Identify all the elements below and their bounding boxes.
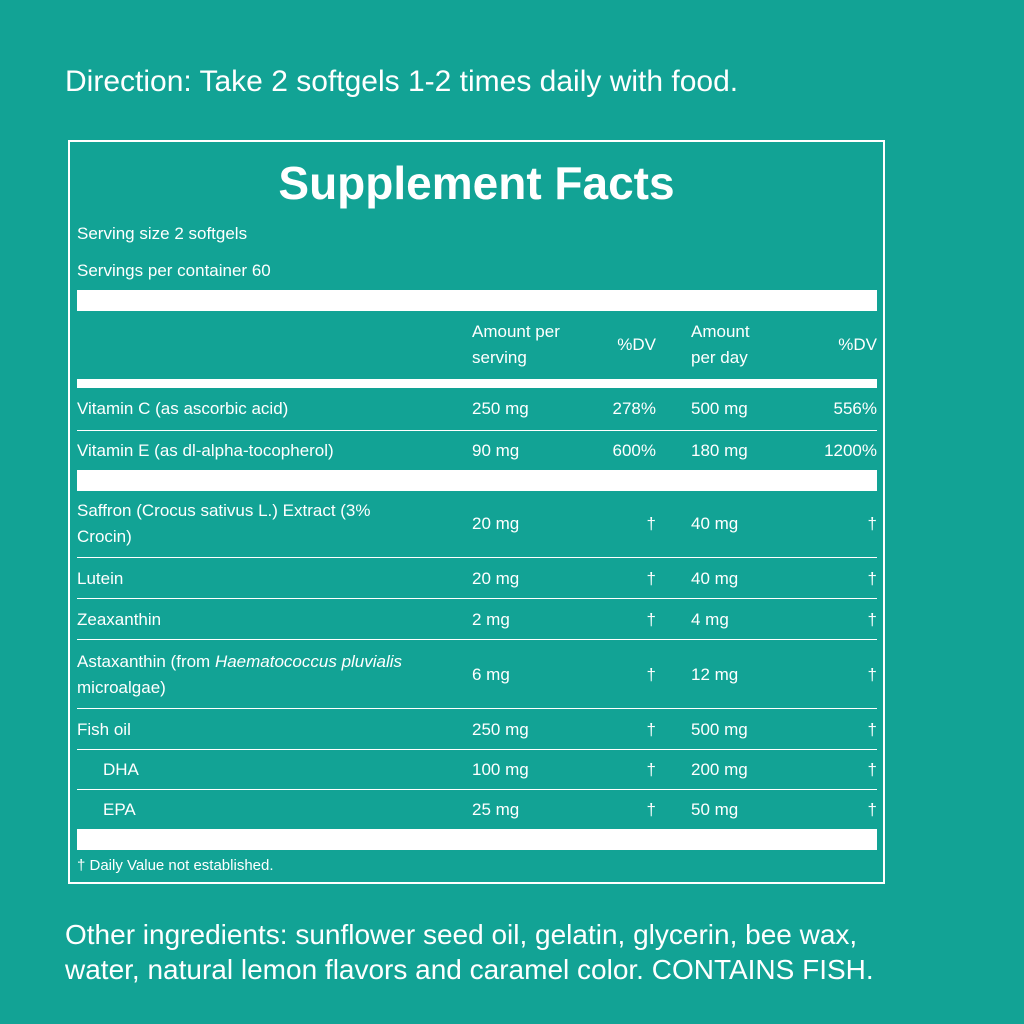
nutrient-value: † [646, 609, 656, 629]
nutrient-value: 6 mg [472, 664, 510, 684]
table-row: Lutein 20 mg † 40 mg † [77, 557, 877, 599]
table-row: Astaxanthin (from Haematococcus pluviali… [77, 639, 877, 709]
divider-bar [77, 829, 877, 850]
nutrient-name: Lutein [77, 568, 124, 588]
direction: Direction: Take 2 softgels 1-2 times dai… [65, 65, 739, 98]
header-row: Amount per serving %DV Amount per day %D… [77, 311, 877, 379]
nutrient-name: DHA [103, 760, 139, 779]
table-row: EPA 25 mg † 50 mg † [77, 789, 877, 830]
nutrient-value: 4 mg [691, 609, 729, 629]
nutrient-value: † [646, 568, 656, 588]
nutrient-value: † [646, 664, 656, 684]
nutrient-value: † [867, 609, 877, 629]
nutrient-name: Zeaxanthin [77, 609, 162, 629]
nutrient-value: 40 mg [691, 568, 739, 588]
nutrient-value: † [646, 719, 656, 739]
header-cell: Amount per serving [472, 322, 560, 367]
nutrient-value: † [867, 664, 877, 684]
nutrient-value: † [867, 514, 877, 533]
nutrient-value: 2 mg [472, 609, 510, 629]
nutrient-value: † [646, 514, 656, 533]
nutrient-value: 180 mg [691, 441, 748, 460]
nutrient-value: 90 mg [472, 441, 520, 460]
name-part: microalgae) [77, 677, 166, 697]
nutrient-value: 500 mg [691, 399, 748, 418]
nutrient-value: 100 mg [472, 760, 529, 779]
serving-size: Serving size 2 softgels [77, 224, 248, 243]
divider-bar [77, 290, 877, 311]
header-cell: Amount per day [691, 322, 750, 367]
name-part: Haematococcus pluvialis [214, 651, 403, 671]
nutrient-value: 50 mg [691, 800, 739, 819]
nutrient-value: 600% [612, 441, 656, 460]
nutrient-name: EPA [103, 800, 136, 819]
nutrient-value: 40 mg [691, 514, 739, 533]
nutrient-value: † [867, 568, 877, 588]
other-ingredients: Other ingredients: sunflower seed oil, g… [65, 919, 874, 985]
nutrient-name: Fish oil [77, 719, 131, 739]
header-cell: %DV [617, 335, 656, 354]
nutrient-value: † [646, 760, 656, 779]
nutrient-value: 25 mg [472, 800, 520, 819]
nutrient-name: Vitamin C (as ascorbic acid) [77, 399, 289, 418]
table-title: Supplement Facts [278, 157, 675, 209]
nutrient-value: † [867, 760, 877, 779]
nutrient-value: † [867, 719, 877, 739]
table-row: Vitamin E (as dl-alpha-tocopherol) 90 mg 6… [77, 430, 877, 471]
nutrient-value: 20 mg [472, 514, 520, 533]
servings-per-container: Servings per container 60 [77, 261, 271, 280]
table-row: Vitamin C (as ascorbic acid) 250 mg 278% 50… [77, 388, 877, 430]
nutrient-value: 500 mg [691, 719, 748, 739]
table-row: Saffron (Crocus sativus L.) Extract (3% … [77, 491, 877, 557]
nutrient-value: 250 mg [472, 719, 529, 739]
nutrient-value: 12 mg [691, 664, 739, 684]
footnote: † Daily Value not established. [77, 857, 274, 874]
table-row: Zeaxanthin 2 mg † 4 mg † [77, 598, 877, 640]
nutrient-value: 250 mg [472, 399, 529, 418]
nutrient-value: 556% [833, 399, 877, 418]
nutrient-name: Astaxanthin (from Haematococcus pluviali… [77, 640, 407, 709]
nutrient-value: 200 mg [691, 760, 748, 779]
divider-bar [77, 470, 877, 491]
supplement-facts-box: Supplement Facts [68, 140, 885, 884]
table-row: DHA 100 mg † 200 mg † [77, 749, 877, 790]
nutrient-value: † [646, 800, 656, 819]
nutrient-value: † [867, 800, 877, 819]
name-part: Astaxanthin (from [77, 651, 215, 671]
nutrient-name: Saffron (Crocus sativus L.) Extract (3% … [77, 501, 371, 546]
nutrient-value: 1200% [824, 441, 877, 460]
nutrient-name: Vitamin E (as dl-alpha-tocopherol) [77, 441, 334, 460]
table-row: Fish oil 250 mg † 500 mg † [77, 708, 877, 750]
nutrient-value: 20 mg [472, 568, 520, 588]
divider-bar [77, 379, 877, 388]
nutrient-value: 278% [612, 399, 656, 418]
nutrient-name-text: Astaxanthin (from Haematococcus pluviali… [77, 649, 407, 701]
header-cell: %DV [838, 335, 877, 354]
